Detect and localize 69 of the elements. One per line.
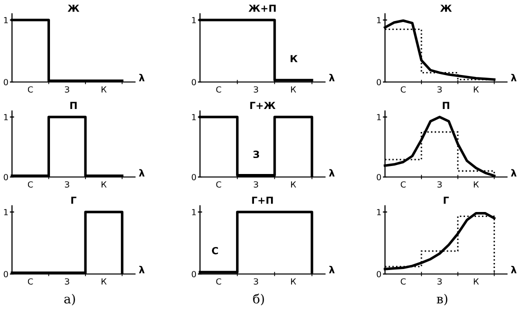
x-axis-title: λ [510,169,517,176]
chart-title: Ж [68,4,80,12]
x-axis-title: λ [329,266,335,274]
y-tick-label: 0 [192,270,196,278]
y-tick-label: 0 [4,174,8,180]
y-tick-label: 1 [377,114,381,120]
chart-title: Г+П [252,196,273,204]
text: а) [64,294,75,306]
x-tick-label: З [254,181,258,188]
x-tick-label: С [400,278,406,285]
x-tick-label: С [400,181,406,188]
y-tick-label: 1 [377,209,381,216]
x-tick-label: С [28,278,33,285]
y-tick-label: 0 [376,270,381,278]
x-axis-title: λ [510,74,517,82]
chart-title: Ж [440,4,452,12]
y-tick-label: 0 [4,78,8,86]
y-tick-label: 1 [4,17,8,24]
y-tick-label: 1 [4,114,8,120]
annotation: С [212,246,218,254]
y-tick-label: 0 [192,174,196,180]
x-axis-title: λ [329,169,335,176]
y-tick-label: 1 [192,114,196,120]
x-tick-label: К [474,278,479,284]
x-tick-label: К [102,86,107,92]
x-tick-label: С [400,86,406,93]
y-tick-label: 1 [4,209,8,216]
chart-title: П [70,102,77,109]
chart-title: Г [444,196,449,204]
x-tick-label: С [216,86,222,93]
x-tick-label: З [254,86,258,93]
y-tick-label: 0 [192,78,196,86]
y-tick-label: 0 [376,78,381,86]
x-tick-label: К [474,86,479,92]
x-axis-title: λ [138,74,145,82]
x-tick-label: К [291,278,296,284]
x-tick-label: З [254,278,258,285]
x-axis-title: λ [510,266,517,274]
x-tick-label: З [64,181,70,188]
x-tick-label: З [438,86,442,93]
y-tick-label: 1 [192,17,196,24]
x-tick-label: З [438,278,442,285]
x-tick-label: С [28,181,33,188]
y-tick-label: 0 [376,174,381,180]
x-tick-label: К [291,86,296,92]
chart-title: Г [71,196,76,204]
x-tick-label: К [474,181,479,188]
x-tick-label: З [64,86,70,93]
y-tick-label: 1 [377,17,381,24]
annotation: З [253,150,260,158]
x-tick-label: К [102,278,107,284]
x-tick-label: С [216,278,222,285]
y-tick-label: 0 [4,270,8,278]
x-tick-label: С [28,86,33,93]
text: б) [253,294,264,306]
x-axis-title: λ [138,266,145,274]
chart-title: П [442,102,450,109]
x-tick-label: К [102,181,107,188]
x-tick-label: С [216,181,222,188]
y-tick-label: 1 [192,209,196,216]
x-tick-label: З [438,181,442,188]
chart-title: Ж+П [248,4,276,12]
x-tick-label: З [64,278,70,285]
chart-title: Г+Ж [250,102,276,109]
text: в) [436,294,448,306]
annotation: К [290,55,298,62]
x-axis-title: λ [329,74,335,82]
x-tick-label: К [291,181,296,188]
x-axis-title: λ [138,169,145,176]
